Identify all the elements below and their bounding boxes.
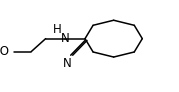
Text: N: N (61, 32, 69, 45)
Text: HO: HO (0, 45, 10, 58)
Text: N: N (63, 56, 71, 70)
Text: H: H (53, 23, 62, 36)
